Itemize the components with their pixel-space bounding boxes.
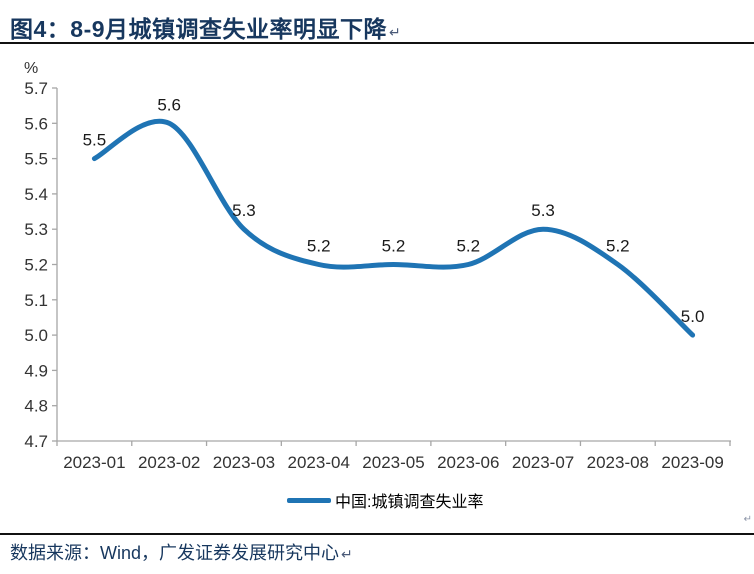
y-axis-tick-label: 4.8 <box>24 397 48 416</box>
x-axis-tick-label: 2023-03 <box>213 453 275 472</box>
y-axis-tick-label: 5.4 <box>24 185 48 204</box>
figure-title-text: 图4：8-9月城镇调查失业率明显下降 <box>10 16 388 42</box>
y-axis-tick-label: 5.6 <box>24 114 48 133</box>
x-axis-tick-label: 2023-04 <box>288 453 350 472</box>
data-source-text: 数据来源：Wind，广发证券发展研究中心 <box>10 543 340 563</box>
footer-divider <box>0 533 754 535</box>
x-axis-tick-label: 2023-08 <box>587 453 649 472</box>
chart-legend: 中国:城镇调查失业率 <box>287 490 484 511</box>
data-point-label: 5.0 <box>681 307 705 326</box>
data-point-label: 5.2 <box>382 237 406 256</box>
y-axis-tick-label: 4.9 <box>24 361 48 380</box>
data-point-label: 5.3 <box>531 201 555 220</box>
x-axis-tick-label: 2023-06 <box>437 453 499 472</box>
title-divider <box>0 42 754 44</box>
y-axis-tick-label: 5.2 <box>24 256 48 275</box>
data-point-label: 5.2 <box>456 237 480 256</box>
figure-title: 图4：8-9月城镇调查失业率明显下降 ↵ <box>10 10 401 44</box>
x-axis-tick-label: 2023-07 <box>512 453 574 472</box>
data-point-label: 5.6 <box>157 95 181 114</box>
y-axis-tick-label: 5.0 <box>24 326 48 345</box>
data-point-label: 5.2 <box>307 237 331 256</box>
data-point-label: 5.5 <box>83 131 107 150</box>
x-axis-tick-label: 2023-09 <box>661 453 723 472</box>
unemployment-rate-line-chart: % 4.7 4.8 4.9 5.0 5.1 5.2 5.3 5.4 5.5 5.6 5.7 2023-0… <box>24 60 731 472</box>
y-axis-tick-label: 4.7 <box>24 432 48 451</box>
paragraph-mark-icon: ↵ <box>389 24 402 40</box>
x-axis-tick-label: 2023-05 <box>362 453 424 472</box>
y-axis-unit-label: % <box>24 60 38 77</box>
data-point-label: 5.3 <box>232 201 256 220</box>
stray-paragraph-mark-icon: ↵ <box>743 514 752 525</box>
x-axis-tick-label: 2023-01 <box>63 453 125 472</box>
data-point-label: 5.2 <box>606 237 630 256</box>
y-axis-tick-label: 5.5 <box>24 150 48 169</box>
y-axis-tick-label: 5.1 <box>24 291 48 310</box>
series-line <box>91 118 696 338</box>
paragraph-mark-icon: ↵ <box>341 546 353 562</box>
x-axis-tick-label: 2023-02 <box>138 453 200 472</box>
y-axis-tick-label: 5.3 <box>24 220 48 239</box>
data-source-note: 数据来源：Wind，广发证券发展研究中心 ↵ <box>10 539 353 565</box>
legend-series-label: 中国:城镇调查失业率 <box>335 494 484 511</box>
y-axis-tick-label: 5.7 <box>24 79 48 98</box>
legend-line-swatch <box>287 497 331 503</box>
